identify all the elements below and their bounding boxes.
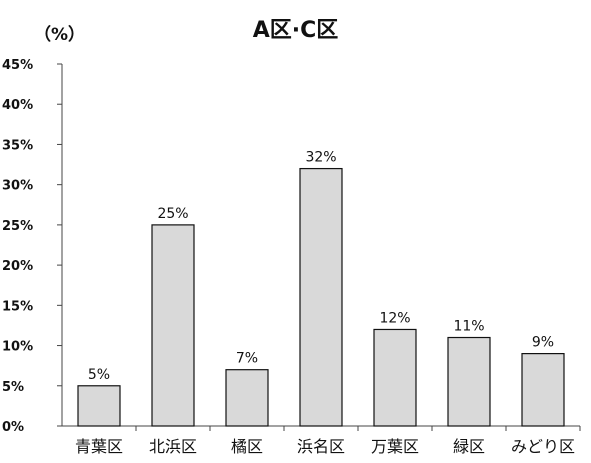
bar-value-label: 12%: [379, 310, 410, 326]
x-category-label: 浜名区: [297, 437, 345, 456]
bar: [77, 385, 121, 427]
x-category-label: みどり区: [511, 437, 575, 456]
x-category-label: 万葉区: [371, 437, 419, 456]
bar: [521, 353, 565, 427]
bar: [299, 167, 343, 427]
bar-value-label: 25%: [157, 206, 188, 222]
y-tick-label: 10%: [2, 340, 33, 355]
x-category-label: 橘区: [231, 437, 263, 456]
bar: [151, 224, 195, 427]
y-tick-label: 0%: [2, 420, 24, 435]
y-tick-label: 30%: [2, 179, 33, 194]
bar-value-label: 32%: [305, 150, 336, 166]
y-tick-label: 5%: [2, 380, 24, 395]
y-tick-label: 45%: [2, 58, 33, 73]
x-category-label: 北浜区: [149, 437, 197, 456]
x-category-label: 緑区: [453, 437, 485, 456]
y-tick-label: 25%: [2, 219, 33, 234]
bar: [225, 369, 269, 427]
y-tick-label: 20%: [2, 259, 33, 274]
y-tick-label: 40%: [2, 98, 33, 113]
bar-value-label: 11%: [453, 319, 484, 335]
y-axis-unit-label: （%）: [34, 25, 86, 45]
bar: [447, 336, 491, 427]
bar-value-label: 9%: [532, 335, 554, 351]
y-tick-label: 35%: [2, 138, 33, 153]
chart-title: A区·C区: [252, 18, 339, 43]
y-tick-label: 15%: [2, 299, 33, 314]
x-category-label: 青葉区: [75, 437, 123, 456]
bar-value-label: 7%: [236, 351, 258, 367]
bar-value-label: 5%: [88, 367, 110, 383]
bar: [373, 328, 417, 427]
